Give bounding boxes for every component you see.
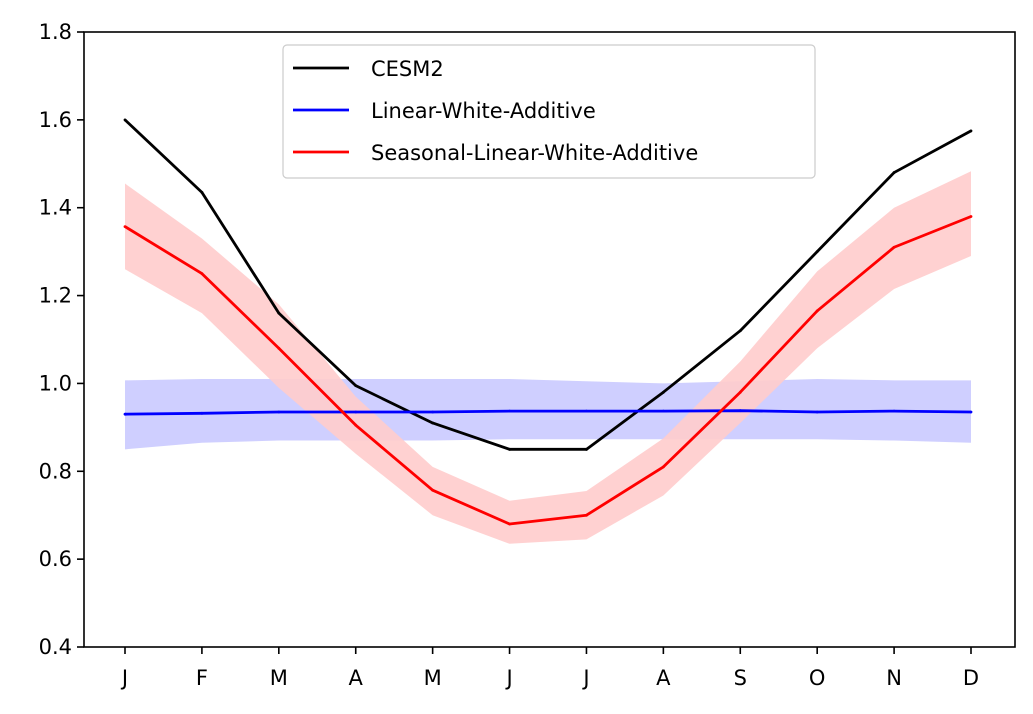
band-seasonal-linear-white-additive [125, 171, 971, 544]
x-tick-label: S [734, 666, 747, 690]
data-point-cesm2 [277, 311, 281, 315]
data-point-seasonal-linear-white-additive [969, 215, 973, 218]
x-tick-label: F [196, 666, 208, 690]
data-point-linear-white-additive [508, 409, 511, 413]
x-tick-label: D [963, 666, 979, 690]
x-tick-label: A [349, 666, 364, 690]
series-line-seasonal-linear-white-additive [124, 215, 972, 526]
y-tick-label: 1.4 [39, 196, 72, 220]
y-axis: 0.4 0.6 0.8 1.0 1.2 1.4 1.6 1.8 [39, 20, 84, 659]
data-point-linear-white-additive [738, 409, 742, 413]
data-point-linear-white-additive [892, 409, 896, 413]
series-line-cesm2 [124, 118, 972, 451]
data-point-linear-white-additive [969, 410, 973, 414]
legend-label-linear-white-additive: Linear-White-Additive [371, 99, 596, 123]
data-point-cesm2 [508, 447, 511, 451]
y-tick-label: 0.6 [39, 547, 72, 571]
y-tick-label: 1.0 [39, 371, 72, 395]
series-line-linear-white-additive [124, 409, 972, 416]
data-point-seasonal-linear-white-additive [815, 309, 819, 313]
data-point-seasonal-linear-white-additive [585, 513, 588, 517]
data-point-cesm2 [892, 171, 896, 174]
data-point-seasonal-linear-white-additive [277, 346, 281, 350]
data-point-linear-white-additive [354, 410, 358, 414]
series-lines [123, 118, 973, 526]
data-point-linear-white-additive [200, 411, 204, 415]
confidence-bands [125, 171, 971, 544]
y-tick-label: 1.2 [39, 284, 72, 308]
data-point-seasonal-linear-white-additive [354, 423, 358, 427]
band-linear-white-additive [125, 379, 971, 450]
data-point-seasonal-linear-white-additive [738, 390, 742, 394]
data-point-cesm2 [969, 129, 973, 133]
y-tick-label: 0.8 [39, 459, 72, 483]
data-point-cesm2 [661, 390, 665, 394]
x-tick-label: J [581, 666, 589, 690]
data-point-linear-white-additive [123, 412, 127, 416]
data-point-cesm2 [354, 384, 358, 388]
data-point-seasonal-linear-white-additive [661, 465, 665, 469]
data-point-seasonal-linear-white-additive [123, 225, 127, 229]
x-tick-label: J [120, 666, 128, 690]
data-point-linear-white-additive [661, 409, 665, 413]
data-point-linear-white-additive [585, 409, 588, 413]
x-tick-label: J [504, 666, 512, 690]
x-tick-label: N [886, 666, 902, 690]
x-tick-label: M [270, 666, 288, 690]
data-point-cesm2 [200, 190, 204, 194]
legend-label-seasonal-linear-white-additive: Seasonal-Linear-White-Additive [371, 141, 698, 165]
data-point-cesm2 [585, 447, 588, 451]
data-point-linear-white-additive [277, 410, 281, 414]
legend: CESM2 Linear-White-Additive Seasonal-Lin… [282, 44, 816, 179]
y-tick-label: 1.6 [39, 108, 72, 132]
x-tick-label: O [809, 666, 826, 690]
x-tick-label: A [656, 666, 671, 690]
y-tick-label: 0.4 [39, 635, 72, 659]
data-point-seasonal-linear-white-additive [200, 272, 204, 276]
legend-label-cesm2: CESM2 [371, 57, 444, 81]
data-point-seasonal-linear-white-additive [431, 488, 435, 492]
x-tick-label: M [424, 666, 442, 690]
legend-box [282, 44, 816, 179]
y-tick-label: 1.8 [39, 20, 72, 44]
data-point-seasonal-linear-white-additive [508, 522, 511, 526]
data-point-linear-white-additive [815, 410, 819, 414]
data-point-cesm2 [815, 250, 819, 254]
data-point-cesm2 [123, 118, 127, 122]
data-point-cesm2 [738, 329, 742, 333]
plot-frame [83, 31, 1016, 648]
data-point-seasonal-linear-white-additive [892, 245, 896, 249]
data-point-cesm2 [431, 421, 435, 425]
data-point-linear-white-additive [431, 410, 435, 414]
